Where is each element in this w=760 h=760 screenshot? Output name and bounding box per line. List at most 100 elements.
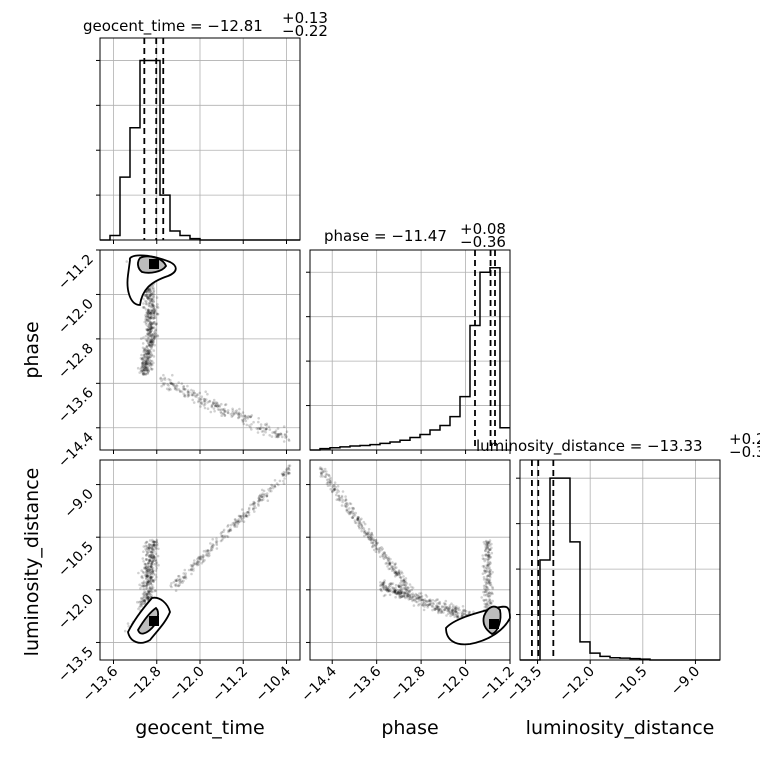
sample-point: [150, 297, 154, 301]
sample-point: [426, 604, 430, 607]
sample-point: [484, 553, 487, 557]
sample-point: [262, 426, 265, 430]
sample-point: [146, 366, 149, 370]
sample-point: [487, 592, 490, 596]
sample-point: [149, 321, 152, 324]
sample-point: [407, 590, 411, 593]
x-tick-label: −10.4: [253, 663, 295, 705]
sample-point: [147, 349, 150, 353]
sample-point: [488, 548, 491, 551]
sample-point: [153, 545, 157, 548]
sample-point: [147, 545, 151, 548]
sample-point: [245, 514, 248, 517]
sample-point: [149, 312, 152, 315]
sample-point: [167, 378, 170, 381]
sample-point: [153, 578, 157, 581]
sample-point: [400, 591, 403, 595]
sample-point: [153, 320, 156, 324]
sample-point: [246, 417, 250, 420]
sample-point: [284, 474, 287, 477]
title-geocent-time: geocent_time = −12.81: [83, 17, 263, 36]
sample-point: [351, 506, 354, 510]
sample-point: [461, 610, 465, 613]
sample-point: [175, 579, 179, 583]
sample-point: [145, 355, 149, 358]
sample-point: [220, 411, 223, 415]
sample-point: [233, 518, 237, 521]
sample-point: [360, 524, 364, 527]
sample-point: [273, 485, 277, 489]
sample-point: [156, 544, 159, 547]
sample-point: [252, 507, 255, 511]
sample-point: [154, 552, 158, 556]
sample-point: [249, 425, 252, 429]
sample-point: [453, 612, 456, 616]
sample-point: [145, 363, 148, 366]
sample-point: [379, 555, 382, 559]
sample-point: [243, 415, 247, 418]
sample-point: [393, 571, 396, 574]
sample-point: [199, 555, 203, 558]
sample-point: [227, 523, 230, 527]
sample-point: [201, 560, 205, 564]
sample-point: [283, 472, 286, 475]
sample-point: [150, 556, 153, 560]
sample-point: [151, 367, 154, 371]
sample-point: [439, 607, 442, 611]
sample-point: [151, 342, 155, 346]
sample-point: [394, 562, 398, 565]
sample-point: [436, 605, 440, 608]
sample-point: [149, 297, 152, 301]
sample-point: [282, 473, 286, 476]
sample-point: [143, 366, 146, 369]
sample-point: [142, 359, 145, 363]
sample-point: [406, 595, 410, 598]
sample-point: [366, 535, 370, 539]
sample-point: [150, 573, 153, 576]
sample-point: [384, 586, 388, 590]
sample-point: [147, 331, 151, 335]
sample-point: [319, 466, 322, 469]
sample-point: [421, 598, 425, 602]
sample-point: [142, 582, 145, 586]
sample-point: [480, 596, 484, 599]
sample-point: [410, 596, 414, 599]
sample-point: [392, 587, 396, 591]
sample-point: [187, 568, 191, 572]
sample-point: [362, 527, 366, 530]
sample-point: [484, 590, 487, 594]
sample-point: [356, 517, 359, 521]
sample-point: [404, 593, 408, 597]
sample-point: [444, 606, 447, 609]
sample-point: [152, 349, 156, 352]
sample-point: [333, 487, 336, 491]
sample-point: [152, 321, 155, 325]
sample-point: [329, 480, 332, 483]
sample-point: [148, 294, 151, 298]
sample-point: [229, 412, 233, 416]
sample-point: [150, 337, 154, 340]
sample-point: [145, 583, 149, 586]
sample-point: [339, 496, 342, 500]
sample-point: [147, 548, 150, 551]
sample-point: [203, 399, 207, 403]
sample-point: [402, 579, 406, 583]
sample-point: [398, 572, 402, 575]
sample-point: [437, 609, 441, 612]
sample-point: [488, 572, 492, 575]
sample-point: [341, 500, 344, 504]
sample-point: [405, 594, 409, 598]
sample-point: [387, 567, 391, 571]
sample-point: [151, 559, 154, 562]
sample-point: [455, 610, 459, 614]
sample-point: [150, 555, 153, 558]
sample-point: [427, 599, 431, 603]
sample-point: [148, 290, 151, 293]
panel-frame: [309, 459, 511, 661]
sample-point: [150, 302, 154, 306]
sample-point: [212, 407, 216, 410]
sample-point: [150, 587, 154, 591]
sample-point: [150, 546, 153, 549]
sample-point: [486, 563, 490, 567]
sample-point: [381, 583, 384, 587]
